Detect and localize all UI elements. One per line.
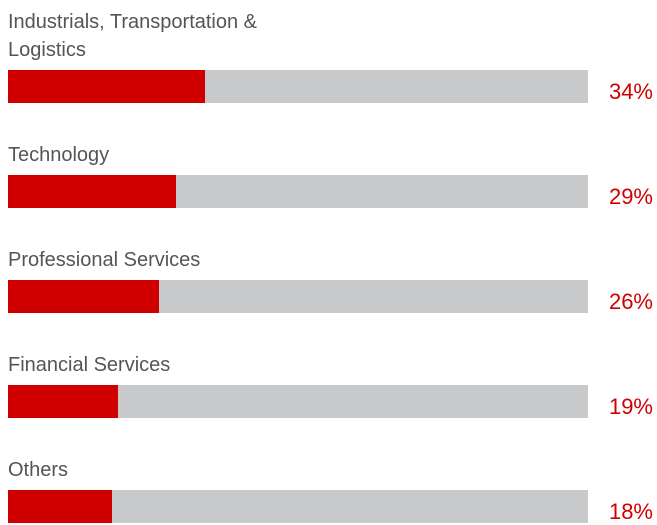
value-label: 19% [608,394,653,419]
bar-track [8,175,588,208]
category-label: Technology [8,144,110,166]
category-label: Professional Services [8,249,201,271]
category-label: Financial Services [8,354,171,376]
bar [8,385,119,418]
value-label: 26% [608,289,653,314]
category-label: Others [8,459,69,481]
bar-track [8,280,588,313]
bar [8,280,159,313]
bar [8,175,177,208]
bar-track [8,70,588,103]
value-label: 29% [608,184,653,209]
bar [8,70,206,103]
bar-track [8,385,588,418]
category-label: Industrials, Transportation & Logistics [8,11,258,61]
value-label: 34% [608,79,653,104]
value-label: 18% [608,499,653,524]
bar [8,490,113,523]
bar-track [8,490,588,523]
